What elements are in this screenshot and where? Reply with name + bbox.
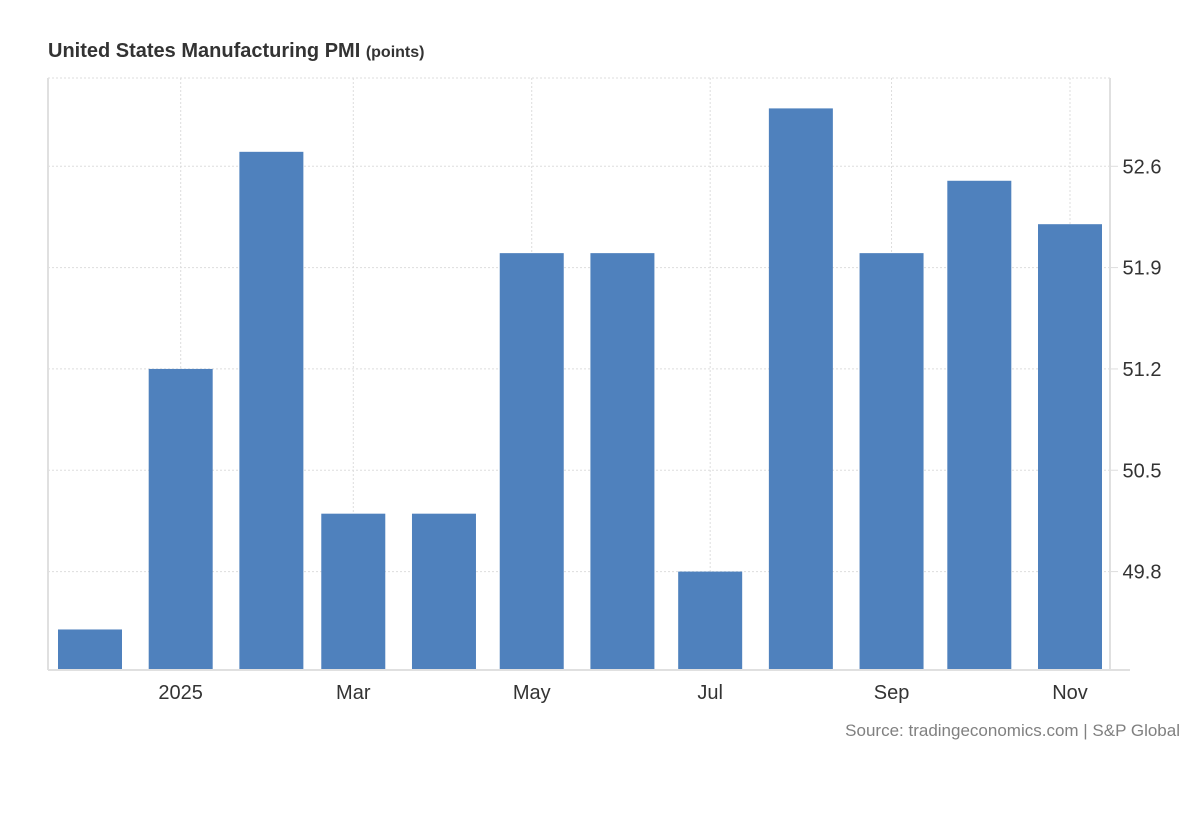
source-credit: Source: tradingeconomics.com | S&P Globa…	[845, 721, 1180, 740]
x-tick-label: Sep	[874, 682, 910, 704]
bar-2025-02	[239, 151, 304, 670]
x-tick-label: May	[513, 682, 551, 704]
bar-2025-05	[499, 253, 564, 671]
y-tick-label: 52.6	[1123, 156, 1162, 178]
x-tick-label: 2025	[158, 682, 203, 704]
bar-2025-01	[148, 368, 213, 670]
y-tick-label: 51.9	[1123, 258, 1162, 280]
x-tick-label: Mar	[336, 682, 371, 704]
bar-2025-07	[678, 571, 743, 670]
chart-title: United States Manufacturing PMI (points)	[48, 40, 424, 63]
x-tick-label: Jul	[697, 682, 723, 704]
bar-2025-11	[1038, 224, 1102, 670]
x-tick-label: Nov	[1052, 682, 1088, 704]
y-tick-label: 50.5	[1123, 460, 1162, 482]
chart-title-text: United States Manufacturing PMI	[48, 40, 361, 62]
bar-2025-06	[590, 253, 655, 671]
chart-unit: (points)	[365, 44, 425, 61]
bar-2025-10	[947, 180, 1012, 670]
bar-2025-08	[768, 108, 833, 670]
bar-2024-12	[58, 629, 122, 670]
bar-2025-09	[859, 253, 924, 671]
y-tick-label: 49.8	[1123, 562, 1162, 584]
bar-2025-04	[411, 513, 476, 670]
bar-2025-03	[321, 513, 386, 670]
y-tick-label: 51.2	[1123, 359, 1162, 381]
